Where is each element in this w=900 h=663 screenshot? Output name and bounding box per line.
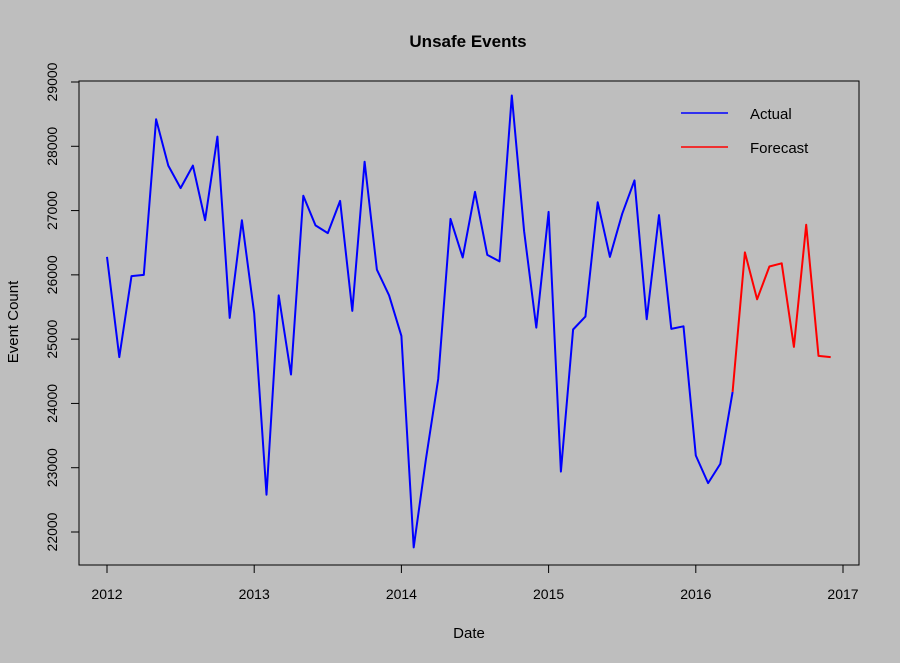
y-tick-label: 28000: [44, 127, 60, 166]
y-tick-label: 25000: [44, 319, 60, 358]
legend-label-actual: Actual: [750, 106, 792, 123]
y-axis: 22000 23000 24000 25000 26000 27000 28000 29000: [44, 62, 80, 551]
x-tick-label: 2015: [533, 586, 564, 602]
x-axis: 2012 2013 2014 2015 2016 2017: [91, 564, 859, 602]
chart-title: Unsafe Events: [409, 32, 526, 51]
series-lines: [106, 94, 831, 549]
y-tick-label: 22000: [44, 512, 60, 551]
y-tick-label: 26000: [44, 255, 60, 294]
x-tick-label: 2014: [386, 586, 417, 602]
series-line-forecast: [731, 223, 831, 392]
plot-area: [78, 80, 860, 566]
x-tick-label: 2012: [91, 586, 122, 602]
series-line-actual: [106, 94, 734, 549]
x-tick-label: 2013: [239, 586, 270, 602]
x-axis-label: Date: [453, 625, 485, 642]
y-tick-label: 29000: [44, 62, 60, 101]
legend-label-forecast: Forecast: [750, 140, 809, 157]
y-tick-label: 23000: [44, 448, 60, 487]
y-axis-label: Event Count: [5, 280, 22, 363]
y-tick-label: 24000: [44, 384, 60, 423]
x-tick-label: 2017: [827, 586, 858, 602]
y-tick-label: 27000: [44, 191, 60, 230]
x-tick-label: 2016: [680, 586, 711, 602]
legend: Actual Forecast: [681, 106, 809, 157]
